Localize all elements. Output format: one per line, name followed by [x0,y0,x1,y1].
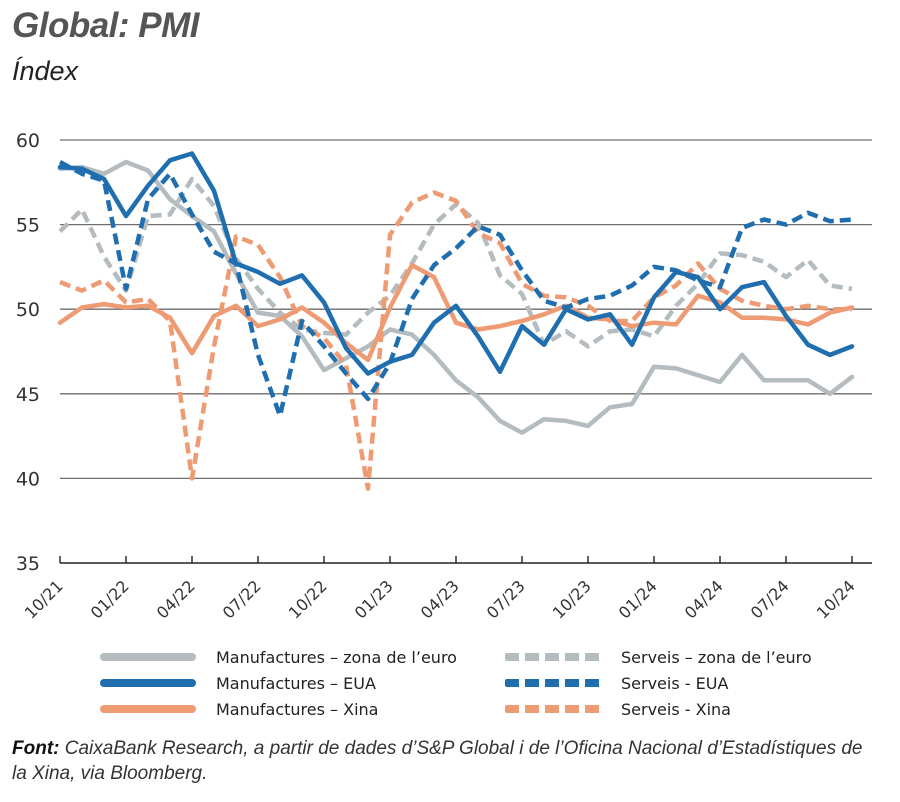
y-tick-label: 55 [16,215,40,237]
gridlines [60,139,872,480]
x-axis: 10/21 01/22 04/22 07/22 10/22 01/23 04/23 07/23… [21,556,872,622]
legend-item: Manufactures – Xina [100,697,378,721]
source-text: CaixaBank Research, a partir de dades d’… [12,738,863,784]
chart-subtitle: Índex [12,56,79,86]
x-tick-label: 10/24 [813,576,859,622]
series-lines [57,151,855,491]
x-tick-label: 10/22 [285,576,331,622]
legend-label: Manufactures – Xina [216,699,379,719]
legend-label: Serveis – zona de l’euro [621,647,812,667]
source-label: Font: [12,738,60,759]
y-tick-label: 60 [16,130,40,152]
y-tick-label: 50 [16,299,40,321]
legend-swatch [100,653,196,661]
legend-swatch [505,653,601,661]
x-tick-label: 01/24 [615,576,661,622]
x-tick-label: 01/22 [87,576,133,622]
legend-item: Serveis - Xina [505,697,731,721]
x-tick-label: 04/22 [153,576,199,622]
y-tick-label: 40 [16,468,40,490]
y-tick-label: 45 [16,384,40,406]
legend-label: Serveis - Xina [621,699,731,719]
y-axis-ticks: 35 40 45 50 55 60 [16,130,40,575]
y-tick-label: 35 [16,553,40,575]
series-line-4 [58,160,853,419]
legend-swatch [505,679,601,687]
x-tick-label: 10/21 [21,576,67,622]
line-chart: 35 40 45 50 55 60 10/21 01/22 04/22 07/22 10/22 01… [16,130,872,622]
x-tick-label: 07/23 [483,576,529,622]
legend-label: Manufactures – zona de l’euro [216,647,457,667]
series-line-2 [57,262,855,363]
legend-label: Serveis - EUA [621,673,729,693]
legend-swatch [100,679,196,687]
legend: Manufactures – zona de l’euro Manufacture… [0,645,900,725]
legend-swatch [100,705,196,713]
legend-item: Manufactures – EUA [100,671,376,695]
x-tick-label: 04/23 [417,576,463,622]
x-tick-label: 01/23 [351,576,397,622]
series-line-5 [59,190,852,491]
legend-label: Manufactures – EUA [216,673,376,693]
series-line-1 [57,151,855,376]
legend-item: Manufactures – zona de l’euro [100,645,457,669]
x-tick-label: 04/24 [681,576,727,622]
legend-swatch [505,705,601,713]
x-tick-label: 07/24 [747,576,793,622]
chart-title: Global: PMI [12,6,200,45]
x-tick-label: 07/22 [219,576,265,622]
legend-item: Serveis - EUA [505,671,728,695]
x-tick-label: 10/23 [549,576,595,622]
legend-item: Serveis – zona de l’euro [505,645,812,669]
source-note: Font: CaixaBank Research, a partir de da… [12,736,872,786]
